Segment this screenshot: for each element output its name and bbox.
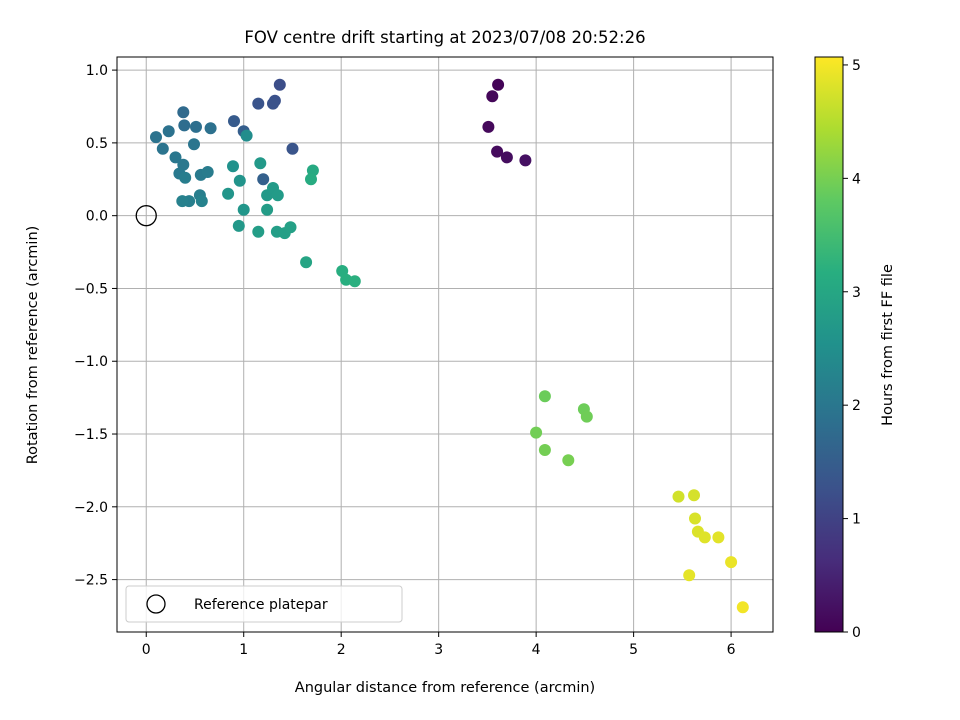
x-axis-label: Angular distance from reference (arcmin) bbox=[295, 680, 595, 696]
legend: Reference platepar bbox=[125, 585, 403, 623]
data-point bbox=[530, 426, 543, 439]
data-point bbox=[672, 490, 685, 503]
colorbar-tick-label: 3 bbox=[852, 285, 861, 301]
data-point bbox=[237, 203, 250, 216]
data-point bbox=[348, 275, 361, 288]
plot-background bbox=[117, 57, 773, 632]
y-tick-label: −1.5 bbox=[74, 427, 108, 443]
data-point bbox=[300, 256, 313, 269]
x-tick-label: 4 bbox=[532, 642, 541, 658]
data-point bbox=[150, 131, 162, 144]
data-point bbox=[486, 90, 499, 103]
data-point bbox=[156, 142, 169, 155]
y-tick-label: −0.5 bbox=[74, 281, 108, 297]
colorbar-tick-label: 2 bbox=[852, 398, 861, 414]
data-point bbox=[177, 106, 190, 119]
grid-lines bbox=[117, 57, 773, 632]
chart-title: FOV centre drift starting at 2023/07/08 … bbox=[244, 28, 645, 47]
colorbar-tick-label: 5 bbox=[852, 58, 861, 74]
data-point bbox=[712, 531, 725, 544]
data-point bbox=[305, 173, 317, 186]
data-point bbox=[273, 78, 286, 91]
plot-frame bbox=[116, 56, 774, 633]
y-axis-label: Rotation from reference (arcmin) bbox=[25, 226, 41, 465]
reference-platepar-marker bbox=[135, 205, 157, 227]
x-axis-ticks: 0 1 2 3 4 5 6 bbox=[142, 632, 736, 658]
data-point bbox=[188, 138, 200, 151]
data-point bbox=[222, 187, 235, 200]
data-point bbox=[261, 203, 274, 216]
x-tick-label: 6 bbox=[727, 642, 736, 658]
colorbar-ticks: 0 1 2 3 4 5 bbox=[843, 58, 861, 641]
data-point bbox=[169, 151, 182, 164]
x-tick-label: 1 bbox=[239, 642, 248, 658]
data-point bbox=[736, 601, 749, 614]
colorbar-tick-label: 4 bbox=[852, 171, 861, 187]
data-point bbox=[176, 195, 189, 208]
y-tick-label: 0.5 bbox=[86, 136, 108, 152]
y-axis-ticks: 1.0 0.5 0.0 −0.5 −1.0 −1.5 −2.0 −2.5 bbox=[74, 63, 117, 589]
colorbar-gradient bbox=[815, 57, 843, 632]
y-tick-label: −2.0 bbox=[74, 500, 108, 516]
data-point bbox=[580, 410, 593, 423]
data-point bbox=[240, 129, 253, 142]
colorbar-tick-label: 1 bbox=[852, 512, 861, 528]
data-point bbox=[257, 173, 270, 186]
data-point bbox=[689, 512, 701, 525]
colorbar: 0 1 2 3 4 5 Hours from first FF file bbox=[814, 56, 896, 641]
legend-marker-reference bbox=[146, 594, 166, 614]
data-point bbox=[538, 390, 551, 403]
data-point bbox=[519, 154, 532, 167]
data-point bbox=[254, 157, 267, 170]
data-point bbox=[190, 120, 202, 133]
data-point bbox=[201, 166, 214, 178]
data-point bbox=[492, 78, 505, 91]
data-point bbox=[286, 142, 299, 155]
data-point bbox=[178, 119, 191, 132]
data-point bbox=[698, 531, 711, 544]
data-point bbox=[500, 151, 513, 164]
reference-marker-layer bbox=[135, 205, 157, 227]
y-tick-label: 1.0 bbox=[86, 63, 108, 79]
colorbar-tick-label: 0 bbox=[852, 625, 861, 641]
data-point bbox=[179, 171, 192, 184]
data-point bbox=[232, 219, 245, 232]
x-tick-label: 0 bbox=[142, 642, 151, 658]
data-points bbox=[150, 78, 749, 614]
data-point bbox=[195, 195, 208, 208]
colorbar-label: Hours from first FF file bbox=[880, 264, 896, 426]
data-point bbox=[227, 160, 239, 173]
y-tick-label: −2.5 bbox=[74, 573, 108, 589]
data-point bbox=[688, 489, 700, 502]
data-point bbox=[233, 174, 246, 187]
x-tick-label: 2 bbox=[337, 642, 346, 658]
x-tick-label: 3 bbox=[434, 642, 443, 658]
legend-entry-reference-platepar: Reference platepar bbox=[194, 597, 328, 613]
data-point bbox=[252, 97, 265, 110]
x-tick-label: 5 bbox=[629, 642, 638, 658]
data-point bbox=[228, 115, 240, 128]
y-tick-label: 0.0 bbox=[86, 209, 108, 225]
data-point bbox=[683, 569, 696, 582]
legend-frame bbox=[125, 585, 403, 623]
data-point bbox=[562, 454, 575, 467]
data-point bbox=[538, 444, 551, 456]
data-point bbox=[162, 125, 175, 138]
data-point bbox=[725, 556, 738, 569]
data-point bbox=[204, 122, 217, 135]
y-tick-label: −1.0 bbox=[74, 354, 108, 370]
colorbar-frame bbox=[814, 56, 844, 633]
data-point bbox=[491, 145, 504, 158]
data-point bbox=[252, 225, 265, 238]
data-point bbox=[482, 120, 495, 133]
data-point bbox=[271, 189, 284, 202]
data-point bbox=[284, 221, 297, 234]
data-point bbox=[267, 97, 279, 110]
